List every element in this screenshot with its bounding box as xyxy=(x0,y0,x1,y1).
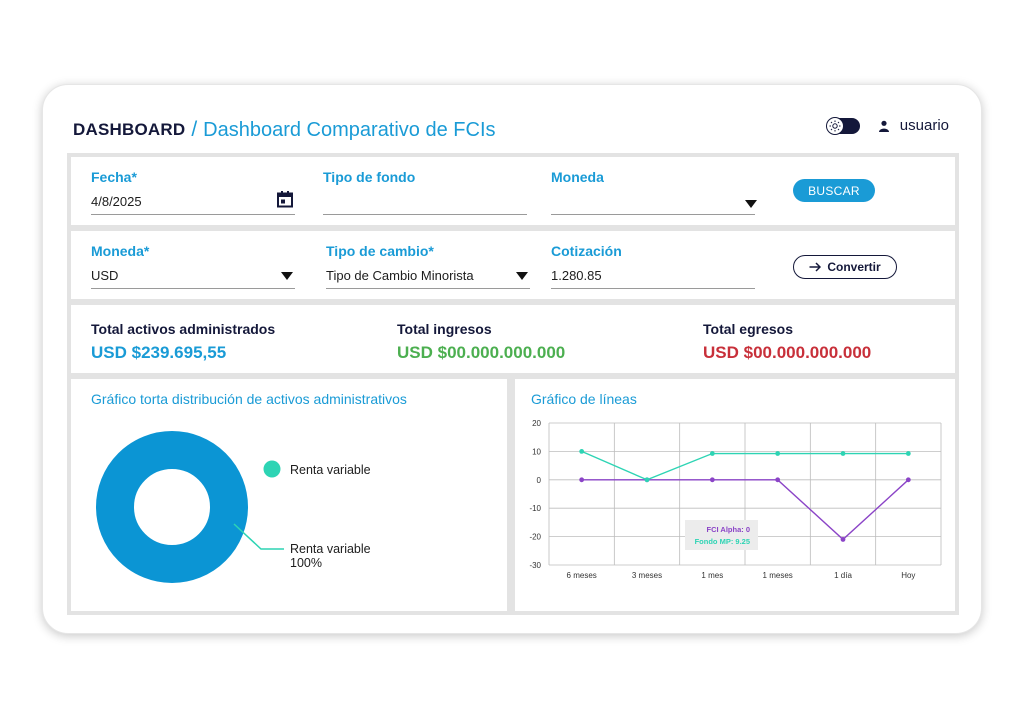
converter-row: Moneda* USD Tipo de cambio* Tipo de Camb… xyxy=(71,231,955,299)
tipo-cambio-select[interactable]: Tipo de Cambio Minorista xyxy=(326,268,474,283)
tipo-fondo-field[interactable]: Tipo de fondo xyxy=(323,169,527,215)
pie-leader-line xyxy=(233,523,284,550)
stat-ingresos-label: Total ingresos xyxy=(397,321,492,337)
y-tick-label: 0 xyxy=(537,476,542,485)
stat-egresos-label: Total egresos xyxy=(703,321,793,337)
series-line-fondo-mp xyxy=(581,450,909,481)
fecha-input[interactable]: 4/8/2025 xyxy=(91,194,142,209)
moneda-field[interactable]: Moneda* USD xyxy=(91,243,295,289)
tipo-fondo-label: Tipo de fondo xyxy=(323,169,416,185)
moneda-select[interactable]: USD xyxy=(91,268,119,283)
stat-egresos-value: USD $00.000.000.000 xyxy=(703,343,872,362)
data-point-fci-alpha xyxy=(579,477,585,483)
moneda-filter-select[interactable] xyxy=(551,194,755,210)
data-point-fondo-mp xyxy=(775,451,781,456)
chart-tooltip-box xyxy=(685,520,758,550)
pie-chart-title: Gráfico torta distribución de activos ad… xyxy=(91,391,407,407)
legend-label-renta-variable: Renta variable xyxy=(290,463,371,477)
data-point-fondo-mp xyxy=(579,449,585,454)
breadcrumb-root[interactable]: DASHBOARD xyxy=(73,120,186,139)
x-tick-label: 1 mes xyxy=(701,571,723,580)
user-name: usuario xyxy=(899,117,949,134)
tipo-cambio-label: Tipo de cambio* xyxy=(326,243,434,259)
cotizacion-label: Cotización xyxy=(551,243,622,259)
data-point-fondo-mp xyxy=(840,451,846,456)
triangle-down-icon[interactable] xyxy=(281,267,293,285)
y-tick-label: -10 xyxy=(529,504,541,513)
triangle-down-icon[interactable] xyxy=(745,195,757,213)
tipo-fondo-input[interactable] xyxy=(323,194,527,210)
stat-ingresos-value: USD $00.000.000.000 xyxy=(397,343,566,362)
line-chart-panel: Gráfico de líneas 20 10 0 -10 -20 -30 6 meses 3… xyxy=(515,379,955,611)
x-tick-label: Hoy xyxy=(901,571,915,580)
data-point-fci-alpha xyxy=(840,537,846,542)
data-point-fondo-mp xyxy=(905,451,911,456)
x-tick-label: 1 meses xyxy=(763,571,793,580)
y-tick-label: -30 xyxy=(529,561,541,570)
data-point-fondo-mp xyxy=(644,477,650,483)
moneda-filter-field[interactable]: Moneda xyxy=(551,169,757,215)
data-point-fci-alpha xyxy=(775,477,781,483)
legend-swatch-renta-variable xyxy=(263,460,281,478)
cotizacion-field[interactable]: Cotización 1.280.85 xyxy=(551,243,755,289)
stat-egresos: Total egresos USD $00.000.000.000 xyxy=(703,321,871,363)
header: DASHBOARD / Dashboard Comparativo de FCI… xyxy=(73,115,951,145)
convertir-label: Convertir xyxy=(827,260,881,274)
x-tick-label: 3 meses xyxy=(632,571,662,580)
filter-row: Fecha* 4/8/2025 Tipo de fondo xyxy=(71,157,955,225)
fecha-underline xyxy=(91,214,295,215)
data-point-fci-alpha xyxy=(905,477,911,483)
line-chart-series xyxy=(579,449,911,542)
series-line-fci-alpha xyxy=(581,479,909,541)
user-icon xyxy=(878,120,889,132)
page-title: Dashboard Comparativo de FCIs xyxy=(203,118,496,141)
header-actions: usuario xyxy=(825,116,949,135)
chart-tooltip-line2: Fondo MP: 9.25 xyxy=(695,537,750,546)
x-tick-label: 6 meses xyxy=(567,571,597,580)
tipo-cambio-field[interactable]: Tipo de cambio* Tipo de Cambio Minorista xyxy=(326,243,530,289)
stat-activos: Total activos administrados USD $239.695… xyxy=(91,321,275,363)
tipo-fondo-underline xyxy=(323,214,527,215)
pie-chart-panel: Gráfico torta distribución de activos ad… xyxy=(71,379,507,611)
breadcrumb-separator: / xyxy=(191,118,198,141)
stat-ingresos: Total ingresos USD $00.000.000.000 xyxy=(397,321,565,363)
stat-activos-value: USD $239.695,55 xyxy=(91,343,227,362)
pie-slice-percent: 100% xyxy=(290,556,322,570)
line-chart-axis-labels: 20 10 0 -10 -20 -30 6 meses 3 meses 1 mes 1 meses… xyxy=(529,419,915,580)
x-tick-label: 1 día xyxy=(834,571,852,580)
chart-tooltip: FCI Alpha: 0 Fondo MP: 9.25 xyxy=(685,520,758,550)
stats-row: Total activos administrados USD $239.695… xyxy=(71,305,955,373)
stat-activos-label: Total activos administrados xyxy=(91,321,276,337)
moneda-filter-underline xyxy=(551,214,755,215)
theme-toggle[interactable] xyxy=(825,116,860,135)
pie-chart: Renta variable Renta variable 100% xyxy=(96,431,371,583)
cotizacion-underline xyxy=(551,288,755,289)
content-area: Fecha* 4/8/2025 Tipo de fondo xyxy=(67,153,959,615)
dashboard-card: DASHBOARD / Dashboard Comparativo de FCI… xyxy=(42,84,982,634)
moneda-label: Moneda* xyxy=(91,243,150,259)
data-point-fondo-mp xyxy=(709,451,715,456)
fecha-field[interactable]: Fecha* 4/8/2025 xyxy=(91,169,295,215)
pie-slice-renta-variable[interactable] xyxy=(96,431,248,583)
triangle-down-icon[interactable] xyxy=(516,267,528,285)
data-point-fci-alpha xyxy=(709,477,715,483)
sun-icon xyxy=(825,116,844,135)
buscar-button[interactable]: BUSCAR xyxy=(793,179,875,202)
y-tick-label: -20 xyxy=(529,533,541,542)
user-menu[interactable]: usuario xyxy=(878,117,949,134)
y-tick-label: 20 xyxy=(532,419,541,428)
cotizacion-input[interactable]: 1.280.85 xyxy=(551,268,602,283)
tipo-cambio-underline xyxy=(326,288,530,289)
convertir-button[interactable]: Convertir xyxy=(793,255,897,279)
fecha-label: Fecha* xyxy=(91,169,137,185)
moneda-underline xyxy=(91,288,295,289)
y-tick-label: 10 xyxy=(532,447,541,456)
line-chart-title: Gráfico de líneas xyxy=(531,391,637,407)
chart-tooltip-line1: FCI Alpha: 0 xyxy=(707,525,750,534)
line-chart: 20 10 0 -10 -20 -30 6 meses 3 meses 1 mes 1 meses… xyxy=(529,419,942,580)
calendar-icon[interactable] xyxy=(277,191,293,213)
pie-slice-label: Renta variable xyxy=(290,542,371,556)
moneda-filter-label: Moneda xyxy=(551,169,604,185)
arrow-right-icon xyxy=(809,262,822,272)
